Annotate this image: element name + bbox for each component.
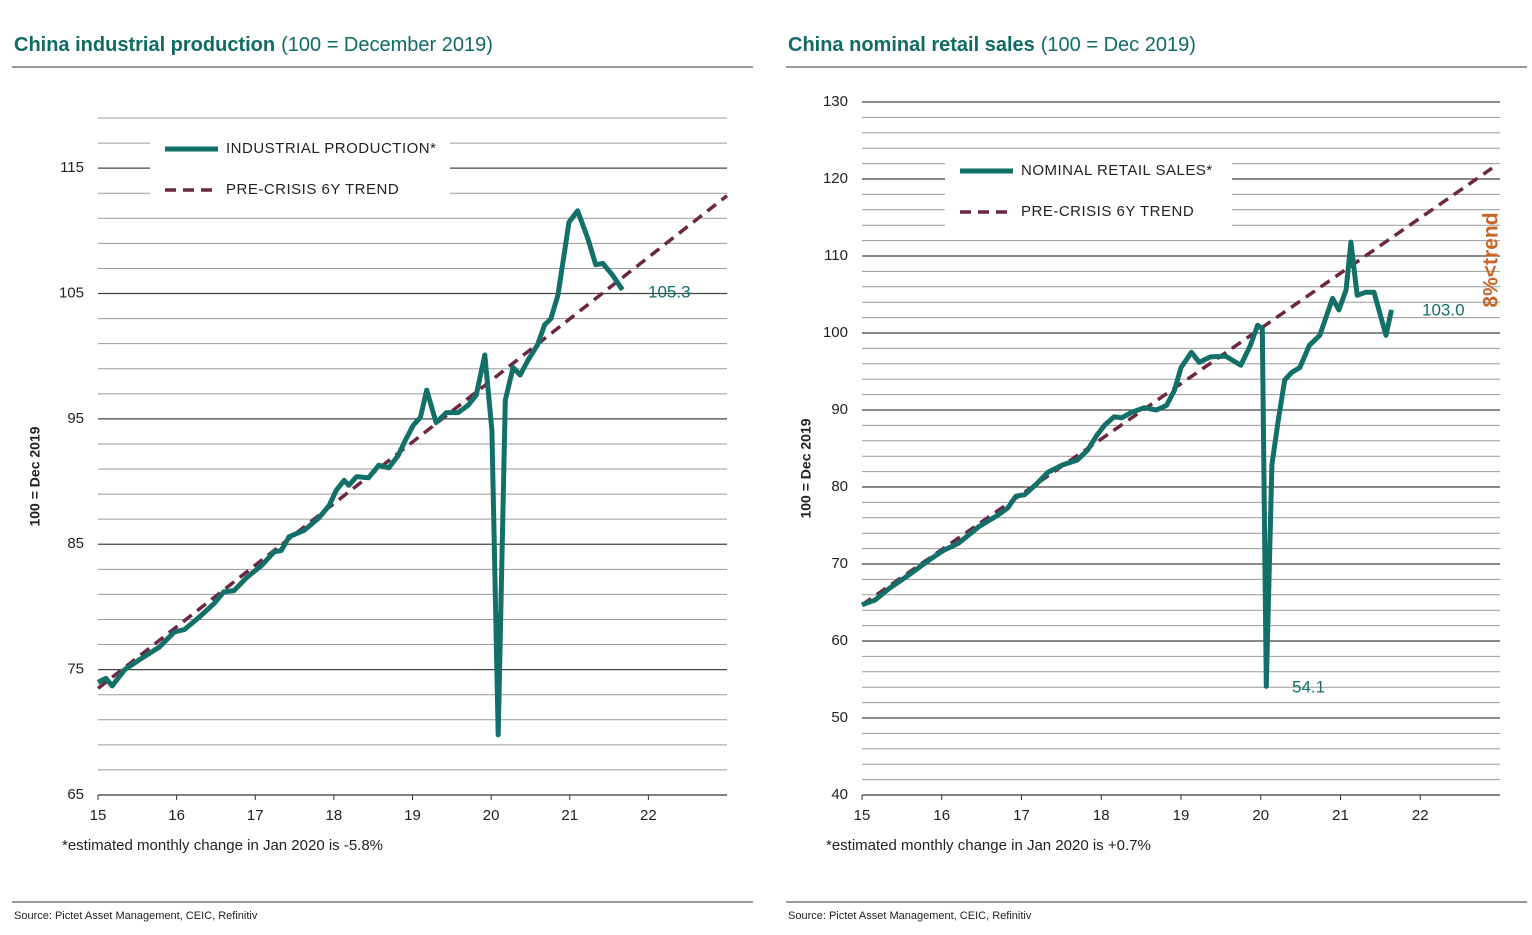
y-axis-label: 100 = Dec 2019 bbox=[27, 426, 43, 526]
title-note: (100 = Dec 2019) bbox=[1041, 34, 1196, 56]
trend-line bbox=[96, 194, 729, 690]
x-tick-label: 22 bbox=[640, 807, 657, 824]
y-tick-label: 80 bbox=[831, 478, 848, 495]
chart-title: China nominal retail sales (100 = Dec 201… bbox=[788, 34, 1196, 56]
y-tick-label: 90 bbox=[831, 401, 848, 418]
x-tick-label: 20 bbox=[1252, 807, 1269, 824]
title-note: (100 = December 2019) bbox=[281, 34, 493, 56]
title-main: China nominal retail sales bbox=[788, 34, 1035, 56]
y-tick-label: 95 bbox=[67, 410, 84, 427]
legend-box bbox=[150, 128, 450, 210]
y-tick-label: 75 bbox=[67, 661, 84, 678]
x-tick-label: 19 bbox=[404, 807, 421, 824]
data-line bbox=[96, 208, 625, 738]
annotation: 54.1 bbox=[1292, 677, 1325, 696]
footnote: *estimated monthly change in Jan 2020 is… bbox=[62, 837, 383, 854]
y-tick-label: 105 bbox=[59, 284, 84, 301]
y-tick-label: 70 bbox=[831, 555, 848, 572]
y-tick-label: 115 bbox=[60, 159, 84, 176]
data-line bbox=[861, 239, 1394, 689]
y-tick-label: 100 bbox=[823, 324, 848, 341]
title-main: China industrial production bbox=[14, 34, 275, 56]
source: Source: Pictet Asset Management, CEIC, R… bbox=[788, 910, 1032, 922]
legend-label: NOMINAL RETAIL SALES* bbox=[1021, 162, 1213, 179]
y-tick-label: 130 bbox=[823, 93, 848, 110]
y-tick-label: 50 bbox=[831, 709, 848, 726]
x-tick-label: 15 bbox=[854, 807, 871, 824]
x-tick-label: 19 bbox=[1173, 807, 1190, 824]
footnote: *estimated monthly change in Jan 2020 is… bbox=[826, 837, 1151, 854]
annotation: 105.3 bbox=[648, 282, 691, 301]
x-tick-label: 16 bbox=[168, 807, 185, 824]
legend-label: PRE-CRISIS 6Y TREND bbox=[226, 181, 399, 198]
y-tick-label: 65 bbox=[67, 786, 84, 803]
x-tick-label: 22 bbox=[1412, 807, 1429, 824]
legend-label: PRE-CRISIS 6Y TREND bbox=[1021, 203, 1194, 220]
annotation: 8%<trend bbox=[1480, 212, 1503, 307]
y-tick-label: 110 bbox=[824, 247, 848, 264]
x-tick-label: 15 bbox=[90, 807, 107, 824]
x-tick-label: 21 bbox=[1332, 807, 1349, 824]
y-axis-label: 100 = Dec 2019 bbox=[798, 418, 814, 518]
annotation: 103.0 bbox=[1422, 300, 1465, 319]
x-tick-label: 17 bbox=[247, 807, 264, 824]
x-tick-label: 21 bbox=[561, 807, 578, 824]
chart-title: China industrial production (100 = Decemb… bbox=[14, 34, 493, 56]
source: Source: Pictet Asset Management, CEIC, R… bbox=[14, 910, 258, 922]
x-tick-label: 16 bbox=[933, 807, 950, 824]
y-tick-label: 40 bbox=[831, 786, 848, 803]
legend-label: INDUSTRIAL PRODUCTION* bbox=[226, 140, 436, 157]
x-tick-label: 18 bbox=[1093, 807, 1110, 824]
x-tick-label: 18 bbox=[326, 807, 343, 824]
x-tick-label: 20 bbox=[483, 807, 500, 824]
y-tick-label: 85 bbox=[67, 535, 84, 552]
x-tick-label: 17 bbox=[1013, 807, 1030, 824]
y-tick-label: 120 bbox=[823, 170, 848, 187]
y-tick-label: 60 bbox=[831, 632, 848, 649]
legend-box bbox=[945, 150, 1232, 234]
